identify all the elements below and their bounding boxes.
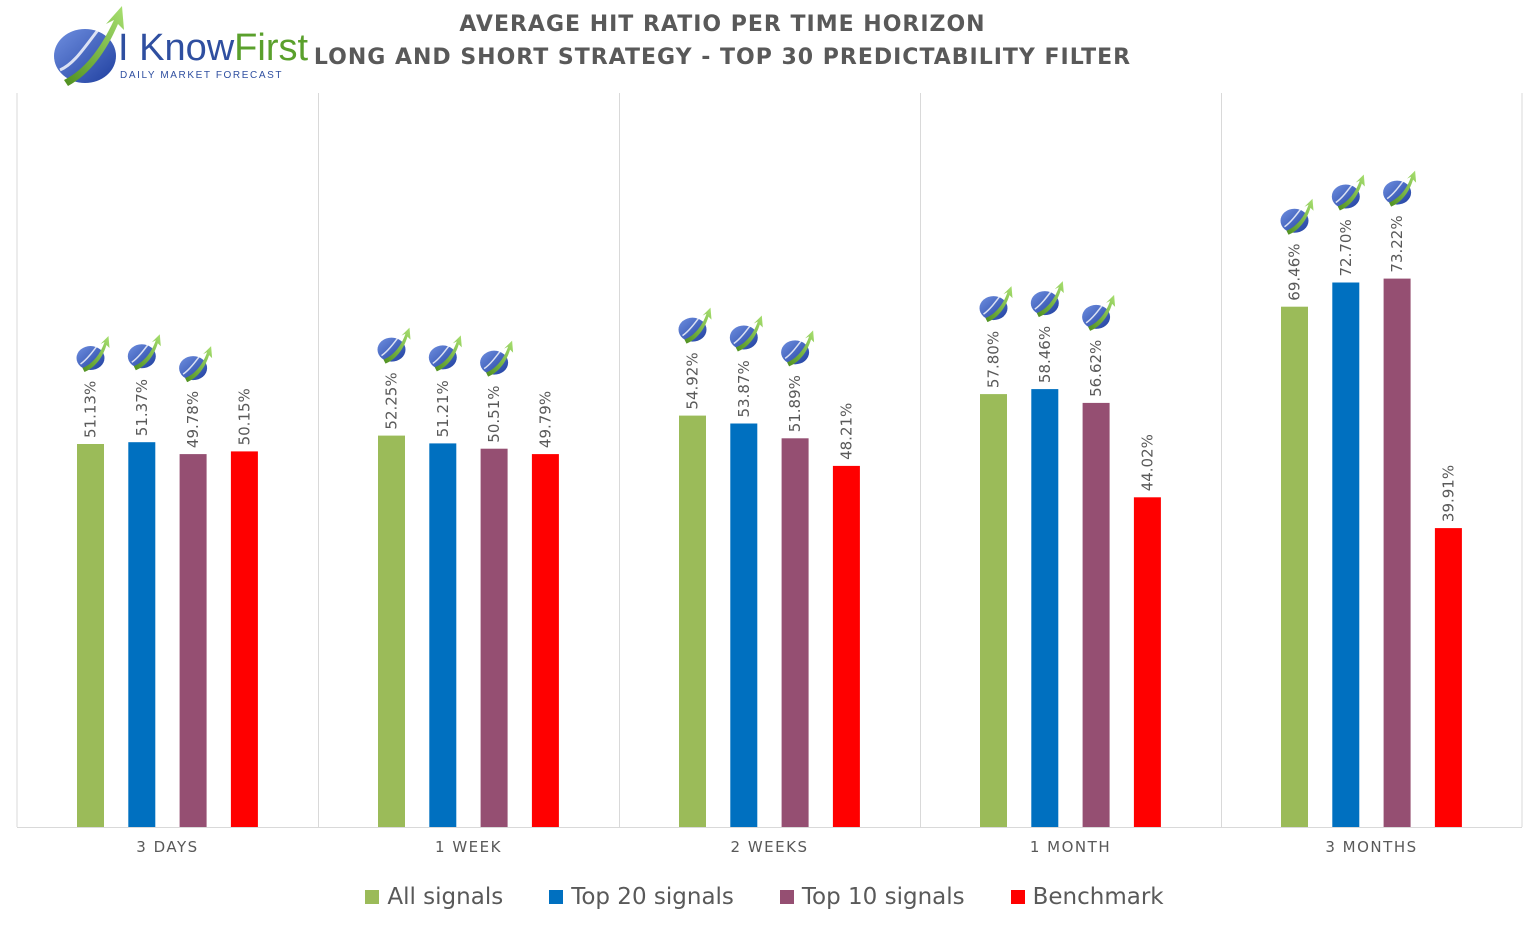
- rising-arrow-globe-icon: [1383, 170, 1417, 207]
- data-label: 51.13%: [82, 381, 100, 438]
- data-label: 51.37%: [133, 379, 151, 436]
- data-label: 57.80%: [985, 331, 1003, 388]
- legend-swatch: [365, 890, 380, 904]
- data-label: 39.91%: [1439, 465, 1457, 522]
- rising-arrow-globe-icon: [179, 346, 213, 383]
- rising-arrow-globe-icon: [377, 327, 411, 364]
- data-label: 44.02%: [1138, 434, 1156, 491]
- legend-swatch: [1010, 890, 1025, 904]
- data-label: 49.79%: [536, 391, 554, 448]
- bar: [1383, 278, 1411, 828]
- data-label: 48.21%: [837, 403, 855, 460]
- rising-arrow-globe-icon: [480, 340, 514, 377]
- svg-text:I KnowFirst: I KnowFirst: [118, 27, 308, 69]
- chart-subtitle: LONG AND SHORT STRATEGY - TOP 30 PREDICT…: [313, 45, 1132, 70]
- bar: [1281, 306, 1308, 827]
- legend-label: Benchmark: [1032, 884, 1164, 910]
- data-label: 50.15%: [235, 388, 253, 445]
- rising-arrow-globe-icon: [1030, 281, 1064, 318]
- legend-item: Top 10 signals: [779, 884, 965, 910]
- bar: [531, 454, 559, 827]
- legend-label: Top 10 signals: [801, 884, 965, 910]
- data-label: 51.89%: [786, 375, 804, 432]
- rising-arrow-globe-icon: [979, 286, 1013, 323]
- data-label: 52.25%: [383, 372, 401, 429]
- legend-item: Top 20 signals: [549, 884, 734, 910]
- data-label: 50.51%: [485, 385, 503, 442]
- rising-arrow-globe-icon: [1082, 294, 1116, 331]
- rising-arrow-globe-icon: [76, 336, 110, 373]
- data-label: 51.21%: [434, 380, 452, 437]
- logo-brand-prefix: I Know: [118, 27, 235, 69]
- x-tick-label: 3 DAYS: [136, 838, 198, 856]
- bar: [679, 415, 706, 827]
- bar: [480, 448, 508, 827]
- bar: [77, 444, 104, 827]
- legend-label: All signals: [387, 884, 504, 910]
- data-label: 56.62%: [1087, 340, 1105, 397]
- x-tick-label: 2 WEEKS: [731, 838, 809, 856]
- bar: [128, 442, 156, 827]
- logo-brand-suffix: First: [234, 27, 308, 69]
- data-label: 49.78%: [184, 391, 202, 448]
- bar: [179, 454, 207, 827]
- legend-label: Top 20 signals: [571, 884, 734, 910]
- rising-arrow-globe-icon: [1331, 174, 1365, 211]
- bar: [1434, 528, 1462, 827]
- legend-item: All signals: [365, 884, 503, 910]
- data-label: 54.92%: [684, 352, 702, 409]
- bar: [1082, 402, 1110, 827]
- rising-arrow-globe-icon: [729, 315, 763, 352]
- x-tick-label: 1 MONTH: [1030, 838, 1111, 856]
- bar: [230, 451, 258, 827]
- bar: [1133, 497, 1161, 827]
- bar: [378, 435, 405, 827]
- bar: [1332, 282, 1360, 827]
- rising-arrow-globe-icon: [428, 335, 462, 372]
- data-label: 72.70%: [1337, 219, 1355, 276]
- data-label: 69.46%: [1286, 243, 1304, 300]
- logo-tagline: Daily Market Forecast: [120, 70, 283, 81]
- rising-arrow-globe-icon: [1280, 198, 1314, 235]
- legend-item: Benchmark: [1010, 884, 1164, 910]
- chart-legend: All signals Top 20 signals Top 10 signals B…: [0, 884, 1529, 910]
- legend-swatch: [549, 890, 564, 904]
- bar: [980, 394, 1007, 827]
- rising-arrow-globe-icon: [781, 330, 815, 367]
- rising-arrow-globe-icon: [54, 6, 124, 86]
- rising-arrow-globe-icon: [127, 334, 161, 371]
- bar: [781, 438, 809, 827]
- bar: [429, 443, 457, 827]
- data-label: 53.87%: [735, 360, 753, 417]
- x-tick-label: 1 WEEK: [435, 838, 502, 856]
- chart-title: AVERAGE HIT RATIO PER TIME HORIZON: [459, 12, 986, 37]
- legend-swatch: [779, 890, 794, 904]
- bar: [832, 465, 860, 827]
- data-label: 73.22%: [1388, 215, 1406, 272]
- i-know-first-logo: I KnowFirst Daily Market Forecast: [54, 6, 308, 86]
- x-tick-label: 3 MONTHS: [1325, 838, 1417, 856]
- bar: [730, 423, 758, 827]
- rising-arrow-globe-icon: [678, 307, 712, 344]
- data-label: 58.46%: [1036, 326, 1054, 383]
- bar: [1031, 389, 1059, 827]
